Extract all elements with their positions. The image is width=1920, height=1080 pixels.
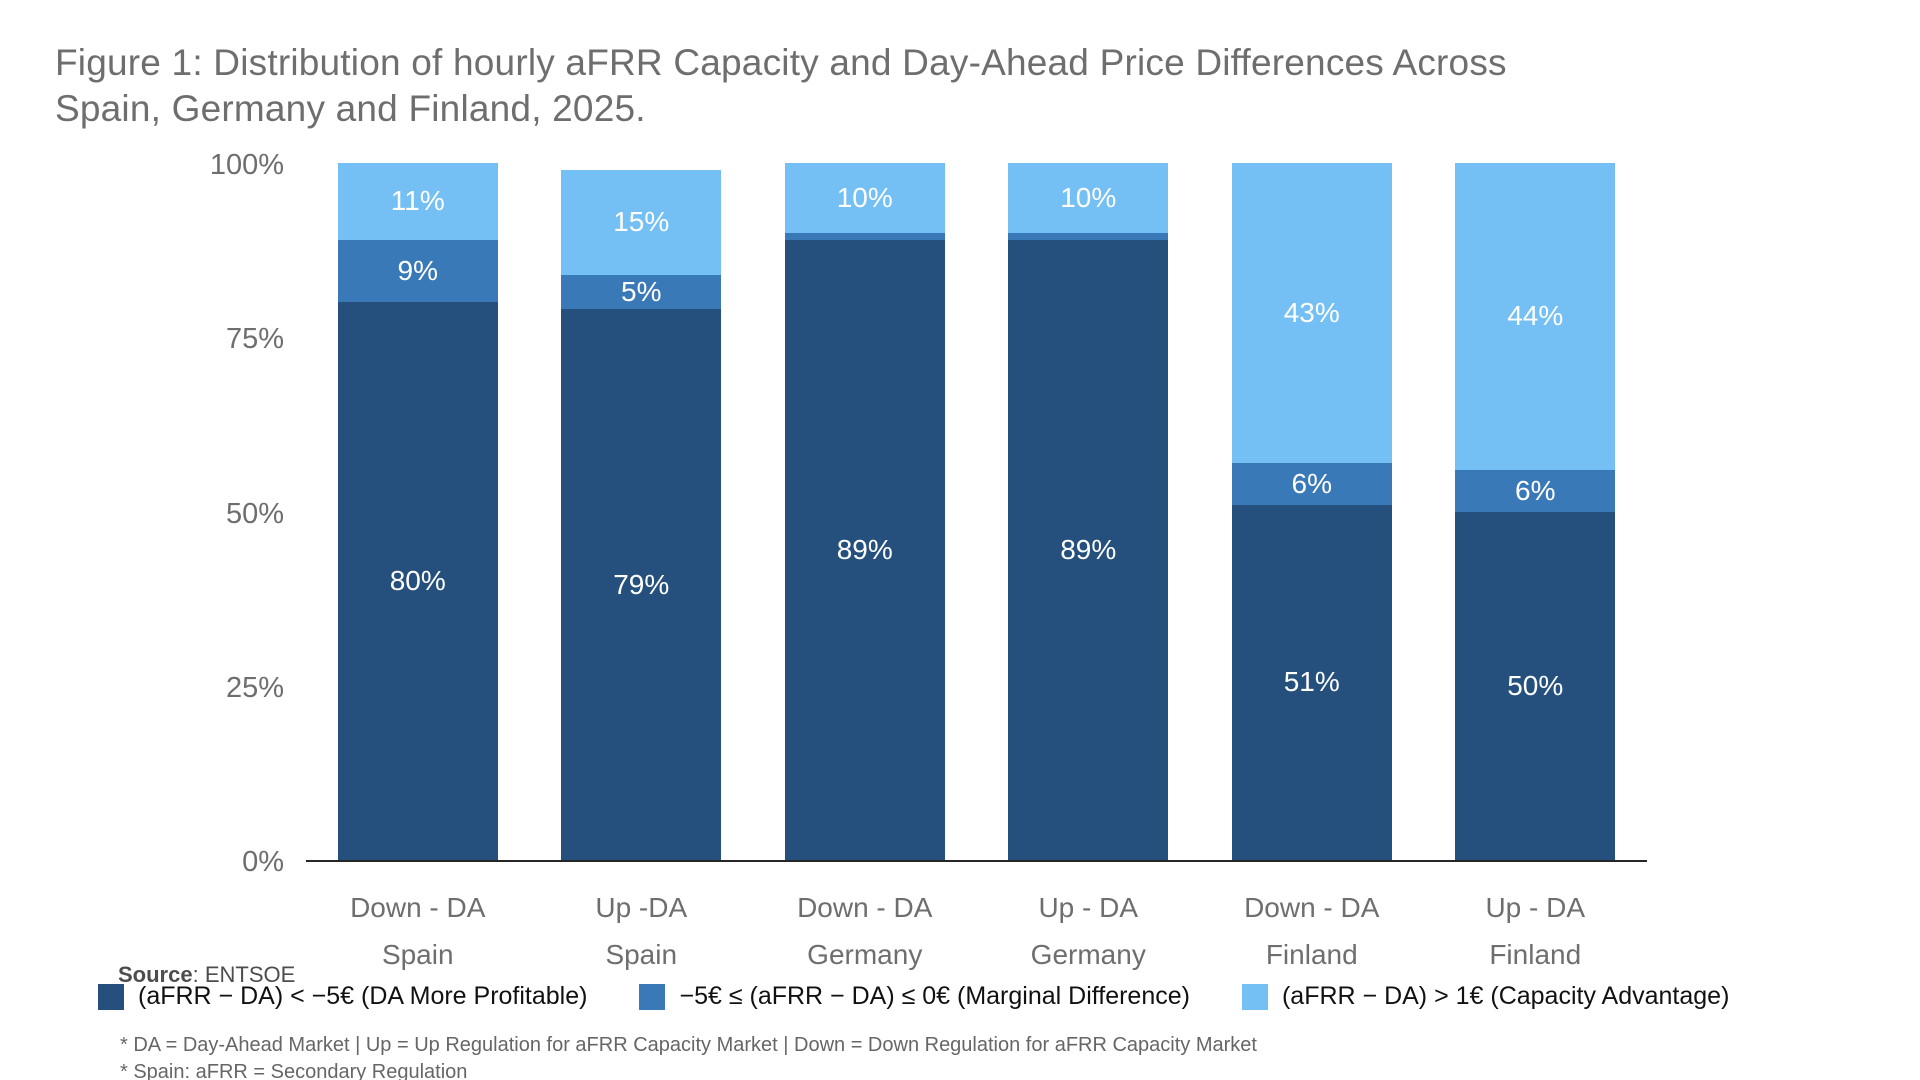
x-axis-tick-label: Up -DA Spain xyxy=(595,892,688,970)
bar-segment xyxy=(337,163,498,240)
title-line-2: Spain, Germany and Finland, 2025. xyxy=(55,88,646,129)
bar-segment xyxy=(561,309,722,860)
source-note: Source: ENTSOE xyxy=(118,962,295,988)
chart-plot-area: 80%9%11% 79%5%15% 89%1%10% 89%1%10% 51%6%43%… xyxy=(306,163,1647,862)
bar-segment xyxy=(1231,504,1392,860)
source-label: Source xyxy=(118,962,193,987)
bar-segment xyxy=(1455,511,1616,860)
legend-item-capacity-advantage: (aFRR − DA) > 1€ (Capacity Advantage) xyxy=(1241,982,1730,1011)
y-axis-tick-label: 100% xyxy=(209,149,284,181)
legend-label: (aFRR − DA) < −5€ (DA More Profitable) xyxy=(138,982,588,1010)
bar-up-da-germany: 89%1%10% xyxy=(1008,163,1169,860)
bar-segment xyxy=(784,239,945,860)
y-axis-tick-label: 75% xyxy=(225,323,284,356)
legend-label: −5€ ≤ (aFRR − DA) ≤ 0€ (Marginal Differe… xyxy=(679,982,1190,1010)
bar-segment xyxy=(1008,239,1169,860)
y-axis: 0% 25% 50% 75% 100% xyxy=(130,149,284,878)
bar-down-da-finland: 51% 6% 43% xyxy=(1231,163,1392,860)
bar-segment xyxy=(337,239,498,303)
bar-segment xyxy=(784,232,945,240)
source-separator: : xyxy=(192,962,205,987)
x-axis-tick-label: Down - DA Finland xyxy=(1244,892,1380,970)
x-axis-tick-label: Down - DA Spain xyxy=(350,892,486,970)
title-line-1: Figure 1: Distribution of hourly aFRR Ca… xyxy=(55,42,1507,83)
bar-segment xyxy=(561,274,722,310)
y-axis-tick-label: 0% xyxy=(242,846,284,878)
bar-segment xyxy=(1455,163,1616,470)
x-axis: Down - DA Spain Up -DA Spain Down - DA German… xyxy=(306,884,1647,984)
y-axis-tick-label: 50% xyxy=(225,497,284,530)
bar-segment xyxy=(561,169,722,275)
bar-segment xyxy=(784,163,945,233)
y-axis-tick-label: 25% xyxy=(225,671,284,704)
bar-segment xyxy=(1008,232,1169,240)
bar-up-da-finland: 50% 6% 44% xyxy=(1455,163,1616,860)
legend-swatch-dark-blue-icon xyxy=(98,983,124,1010)
x-axis-tick-label: Up - DA Finland xyxy=(1485,892,1586,970)
legend-item-marginal-difference: −5€ ≤ (aFRR − DA) ≤ 0€ (Marginal Differe… xyxy=(639,982,1190,1011)
footnote-line-2: * Spain: aFRR = Secondary Regulation xyxy=(120,1061,468,1080)
footnote-line-1: * DA = Day-Ahead Market | Up = Up Regula… xyxy=(120,1034,1257,1056)
legend-label: (aFRR − DA) > 1€ (Capacity Advantage) xyxy=(1281,982,1730,1010)
bar-segment xyxy=(1455,469,1616,512)
bar-segment xyxy=(1231,462,1392,505)
source-value: ENTSOE xyxy=(204,962,296,987)
legend-item-da-more-profitable: (aFRR − DA) < −5€ (DA More Profitable) xyxy=(98,982,587,1011)
bar-up-da-spain: 79% 5% 15% xyxy=(561,165,722,860)
bar-down-da-germany: 89%1%10% xyxy=(784,163,945,860)
bar-down-da-spain: 80% 9% 11% xyxy=(337,163,498,860)
legend: (aFRR − DA) < −5€ (DA More Profitable) −… xyxy=(98,982,1729,1011)
x-axis-tick-label: Up - DA Germany xyxy=(1030,892,1146,970)
legend-swatch-medium-blue-icon xyxy=(639,983,666,1010)
x-axis-tick-label: Down - DA Germany xyxy=(797,892,933,970)
bar-segment xyxy=(1008,163,1169,233)
legend-swatch-light-blue-icon xyxy=(1241,983,1268,1010)
footnotes: * DA = Day-Ahead Market | Up = Up Regula… xyxy=(120,1032,1257,1080)
page-title: Figure 1: Distribution of hourly aFRR Ca… xyxy=(55,40,1507,132)
bar-segment xyxy=(337,302,498,860)
bar-segment xyxy=(1231,163,1392,463)
